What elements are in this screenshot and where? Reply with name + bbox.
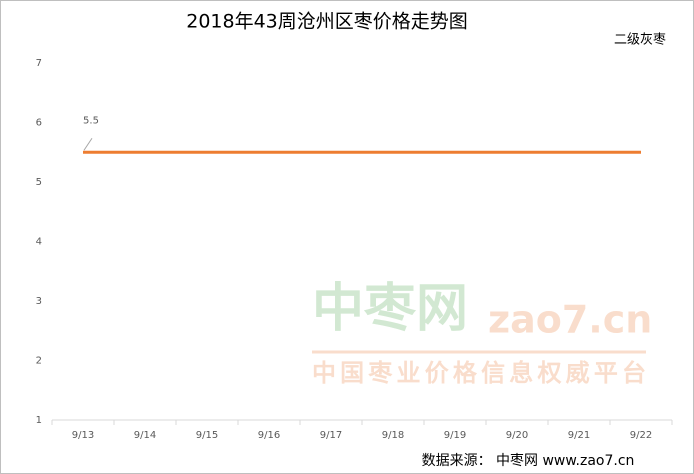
x-tick-label: 9/18 <box>382 430 404 441</box>
x-tick-label: 9/22 <box>630 430 652 441</box>
source-note: 数据来源： 中枣网 www.zao7.cn <box>422 453 635 469</box>
y-tick-label: 2 <box>36 356 42 367</box>
y-tick-label: 1 <box>36 415 42 426</box>
x-tick-label: 9/21 <box>568 430 590 441</box>
y-tick-label: 4 <box>36 237 42 248</box>
y-tick-label: 7 <box>36 58 42 69</box>
x-tick-label: 9/17 <box>320 430 342 441</box>
watermark-site: zao7.cn <box>488 298 652 342</box>
y-tick-label: 6 <box>36 118 42 129</box>
x-tick-label: 9/16 <box>258 430 280 441</box>
x-tick-label: 9/14 <box>134 430 156 441</box>
x-tick-label: 9/13 <box>72 430 94 441</box>
label-leader <box>83 137 93 151</box>
watermark-brand: 中枣网 <box>312 279 468 339</box>
legend-entry: 二级灰枣 <box>614 33 666 48</box>
chart-title: 2018年43周沧州区枣价格走势图 <box>186 11 468 33</box>
x-tick-label: 9/15 <box>196 430 218 441</box>
x-tick-label: 9/20 <box>506 430 528 441</box>
y-tick-label: 5 <box>36 177 42 188</box>
y-tick-label: 3 <box>36 296 42 307</box>
data-label: 5.5 <box>83 115 99 126</box>
x-tick-label: 9/19 <box>444 430 466 441</box>
